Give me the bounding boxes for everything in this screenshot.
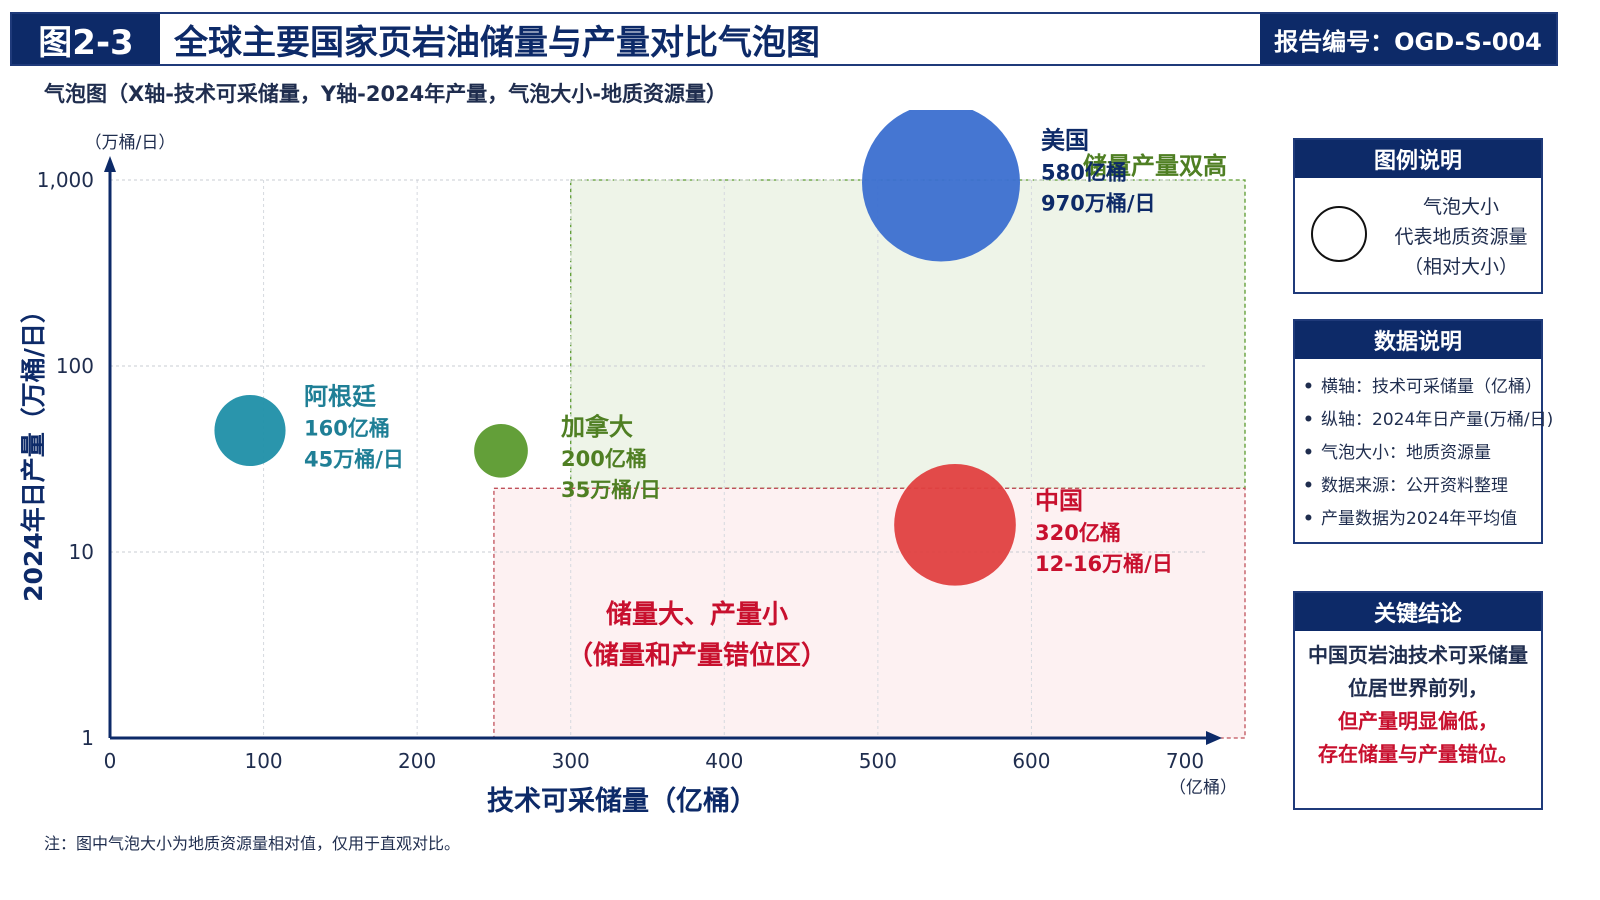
region-label: （储量和产量错位区） bbox=[567, 640, 827, 671]
conclusion-highlight: 但产量明显偏低， bbox=[1338, 709, 1498, 733]
figure-number: 图2-3 bbox=[12, 14, 160, 64]
conclusion-box: 关键结论 中国页岩油技术可采储量 位居世界前列， 但产量明显偏低， 存在储量与产… bbox=[1293, 591, 1543, 810]
legend-line: 气泡大小 bbox=[1422, 196, 1499, 218]
footnote: 注：图中气泡大小为地质资源量相对值，仅用于直观对比。 bbox=[44, 834, 461, 853]
y-axis-unit: （万桶/日） bbox=[85, 133, 176, 153]
bubble-label: 35万桶/日 bbox=[561, 478, 661, 502]
legend-line: 代表地质资源量 bbox=[1394, 226, 1528, 248]
chart-subtitle: 气泡图（X轴-技术可采储量，Y轴-2024年产量，气泡大小-地质资源量） bbox=[44, 82, 727, 106]
x-tick-label: 100 bbox=[244, 749, 282, 773]
conclusion-line: 位居世界前列， bbox=[1348, 676, 1488, 700]
bubble-label: 970万桶/日 bbox=[1041, 191, 1156, 215]
bubble-阿根廷 bbox=[214, 394, 286, 467]
bubble-label: 580亿桶 bbox=[1041, 160, 1127, 184]
report-number: 报告编号：OGD-S-004 bbox=[1260, 14, 1556, 64]
x-tick-label: 500 bbox=[859, 749, 897, 773]
y-axis-arrow-icon bbox=[104, 156, 116, 172]
data-note-item: • 产量数据为2024年平均值 bbox=[1303, 509, 1518, 529]
bubble-label: 阿根廷 bbox=[304, 383, 377, 411]
conclusion-title: 关键结论 bbox=[1295, 593, 1541, 631]
region-label: 储量产量双高 bbox=[1083, 152, 1227, 180]
bubble-美国 bbox=[862, 110, 1020, 262]
data-notes-box: 数据说明 • 横轴：技术可采储量（亿桶） • 纵轴：2024年日产量(万桶/日) •… bbox=[1293, 319, 1554, 544]
legend-bubble-icon bbox=[1311, 206, 1367, 262]
data-note-item: • 纵轴：2024年日产量(万桶/日) bbox=[1303, 410, 1554, 430]
bubble-label: 中国 bbox=[1035, 487, 1083, 515]
y-tick-label: 1 bbox=[81, 726, 94, 750]
bubble-label: 160亿桶 bbox=[304, 417, 390, 441]
legend-line: （相对大小） bbox=[1403, 256, 1518, 278]
bubble-中国 bbox=[894, 463, 1016, 586]
title-bar: 图2-3 全球主要国家页岩油储量与产量对比气泡图 报告编号：OGD-S-004 bbox=[10, 12, 1558, 66]
legend-box-title: 图例说明 bbox=[1295, 140, 1541, 178]
bubble-label: 加拿大 bbox=[561, 413, 633, 441]
x-axis-arrow-icon bbox=[1206, 731, 1222, 745]
bubble-label: 320亿桶 bbox=[1035, 521, 1121, 545]
data-note-item: • 横轴：技术可采储量（亿桶） bbox=[1303, 377, 1542, 397]
bubble-label: 45万桶/日 bbox=[304, 448, 404, 472]
data-notes-title: 数据说明 bbox=[1295, 321, 1541, 359]
x-axis-title: 技术可采储量（亿桶） bbox=[487, 786, 757, 817]
region-2 bbox=[493, 487, 1246, 739]
x-axis-unit: （亿桶） bbox=[1169, 778, 1237, 798]
bubble-label: 12-16万桶/日 bbox=[1035, 552, 1173, 576]
data-note-item: • 气泡大小：地质资源量 bbox=[1303, 443, 1491, 463]
x-tick-label: 0 bbox=[104, 749, 117, 773]
x-tick-label: 400 bbox=[705, 749, 743, 773]
bubble-label: 美国 bbox=[1041, 126, 1089, 154]
conclusion-line: 中国页岩油技术可采储量 bbox=[1308, 643, 1528, 667]
y-tick-label: 1,000 bbox=[37, 168, 94, 192]
y-tick-label: 100 bbox=[56, 354, 94, 378]
page-title: 全球主要国家页岩油储量与产量对比气泡图 bbox=[174, 22, 820, 63]
x-tick-label: 200 bbox=[398, 749, 436, 773]
x-tick-label: 700 bbox=[1166, 749, 1204, 773]
region-label: 储量大、产量小 bbox=[606, 599, 788, 630]
bubble-label: 200亿桶 bbox=[561, 447, 647, 471]
bubble-加拿大 bbox=[474, 423, 528, 478]
legend-box: 图例说明 气泡大小 代表地质资源量 （相对大小） bbox=[1293, 138, 1543, 294]
data-note-item: • 数据来源：公开资料整理 bbox=[1303, 476, 1508, 496]
conclusion-highlight: 存在储量与产量错位。 bbox=[1318, 742, 1518, 766]
y-tick-label: 10 bbox=[69, 540, 94, 564]
x-tick-label: 600 bbox=[1012, 749, 1050, 773]
x-tick-label: 300 bbox=[552, 749, 590, 773]
y-axis-title: 2024年日产量（万桶/日） bbox=[19, 298, 48, 602]
